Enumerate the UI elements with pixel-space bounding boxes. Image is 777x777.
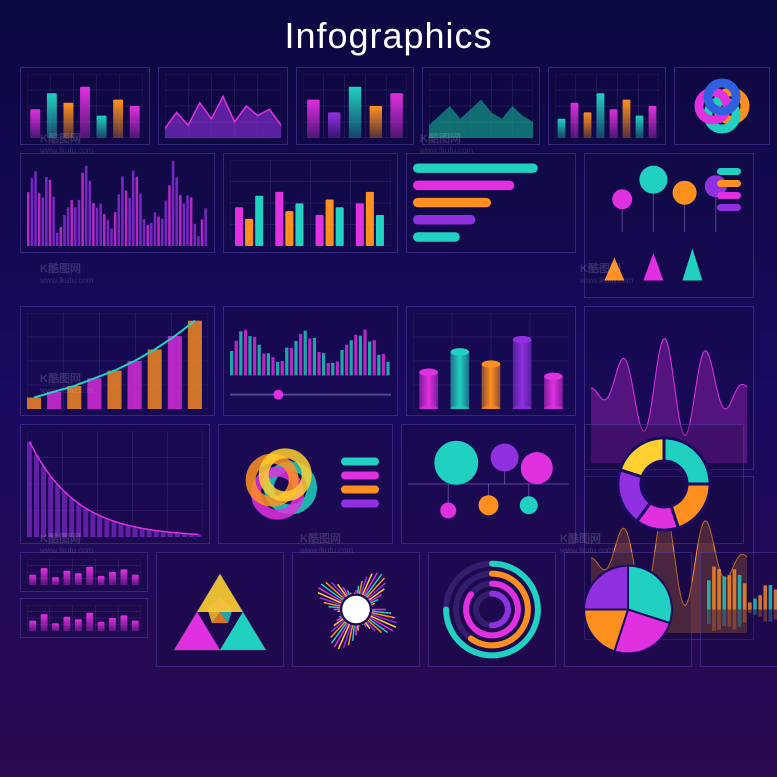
chart-connected-dots [401, 424, 576, 544]
chart-wave-stack [584, 306, 754, 416]
chart-bottom-left-stack [20, 552, 148, 667]
chart-spectrum-1 [20, 153, 215, 253]
chart-spectrum-2 [223, 306, 398, 416]
chart-decay [20, 424, 210, 544]
chart-rings-1 [674, 67, 770, 145]
chart-bars-2 [296, 67, 414, 145]
chart-horizontal-bars [406, 153, 576, 253]
chart-area-1 [158, 67, 288, 145]
chart-bars-1 [20, 67, 150, 145]
chart-overlap-rings [218, 424, 393, 544]
page-title: Infographics [0, 0, 777, 67]
chart-wave-1 [422, 67, 540, 145]
chart-growth [20, 306, 215, 416]
chart-cylinder-bars [406, 306, 576, 416]
chart-grouped-bars [223, 153, 398, 253]
chart-bubble-triangles [584, 153, 754, 298]
chart-grid [0, 67, 777, 687]
chart-bars-3 [548, 67, 666, 145]
chart-equalizer [700, 552, 777, 667]
chart-triangle [156, 552, 284, 667]
chart-donut [584, 424, 744, 544]
chart-pie [564, 552, 692, 667]
chart-radial [292, 552, 420, 667]
chart-arc-progress [428, 552, 556, 667]
